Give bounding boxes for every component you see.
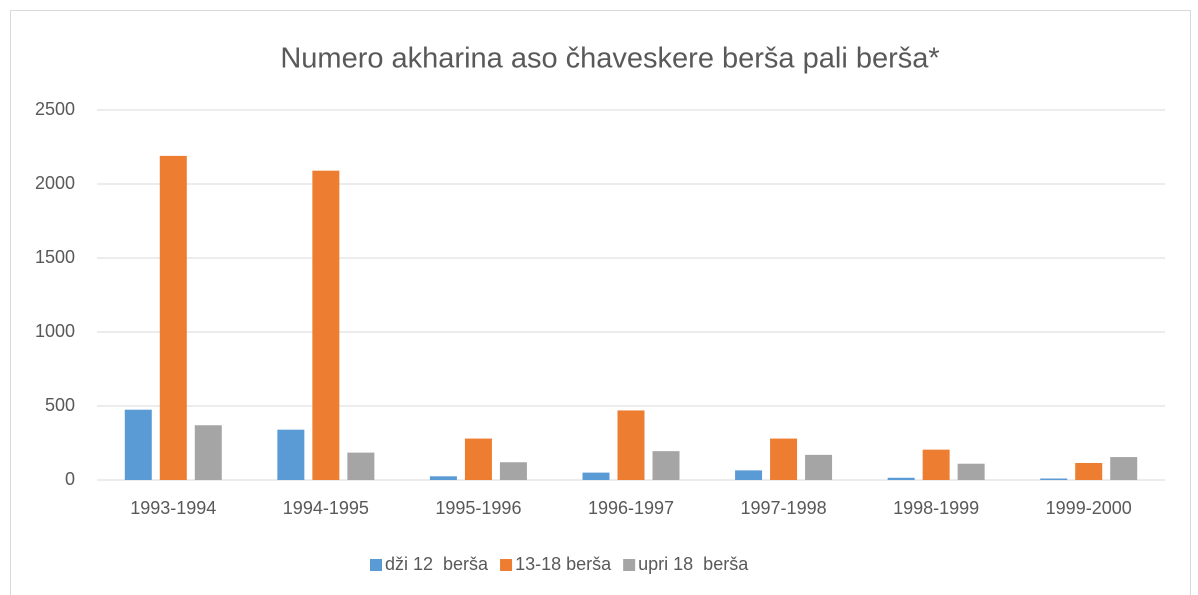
- y-tick-label: 500: [45, 395, 75, 415]
- y-tick-label: 1000: [35, 321, 75, 341]
- x-tick-label: 1999-2000: [1046, 498, 1132, 518]
- bar: [617, 410, 645, 480]
- bar: [1075, 462, 1103, 480]
- bar: [652, 451, 680, 480]
- bar: [194, 425, 222, 480]
- legend-swatch: [500, 559, 513, 571]
- legend-swatch: [370, 559, 382, 571]
- bar: [429, 476, 457, 480]
- bar: [124, 409, 152, 480]
- legend-label: 13-18 berša: [515, 554, 612, 574]
- bar: [582, 472, 610, 480]
- x-tick-label: 1997-1998: [741, 498, 827, 518]
- bar: [312, 170, 340, 480]
- bar: [770, 438, 798, 480]
- bar: [499, 462, 527, 480]
- bar: [464, 438, 492, 480]
- y-tick-label: 2000: [35, 173, 75, 193]
- y-tick-label: 0: [65, 469, 75, 489]
- y-tick-label: 2500: [35, 99, 75, 119]
- bar: [277, 429, 305, 480]
- x-tick-label: 1993-1994: [130, 498, 216, 518]
- bar: [735, 470, 763, 480]
- x-tick-label: 1998-1999: [893, 498, 979, 518]
- bar: [1040, 478, 1068, 480]
- bar: [922, 449, 950, 480]
- bar: [805, 454, 833, 480]
- bar: [957, 463, 985, 480]
- legend-swatch: [623, 559, 636, 571]
- legend-label: upri 18 berša: [638, 554, 749, 574]
- y-tick-label: 1500: [35, 247, 75, 267]
- chart-title: Numero akharina aso čhaveskere berša pal…: [280, 43, 939, 75]
- legend-label: dži 12 berša: [385, 554, 489, 574]
- x-tick-label: 1994-1995: [283, 498, 369, 518]
- x-tick-label: 1995-1996: [435, 498, 521, 518]
- bar: [1110, 457, 1138, 480]
- bar: [159, 155, 187, 480]
- bar: [347, 452, 375, 480]
- chart-frame: [10, 10, 1191, 595]
- x-tick-label: 1996-1997: [588, 498, 674, 518]
- bar: [887, 477, 915, 480]
